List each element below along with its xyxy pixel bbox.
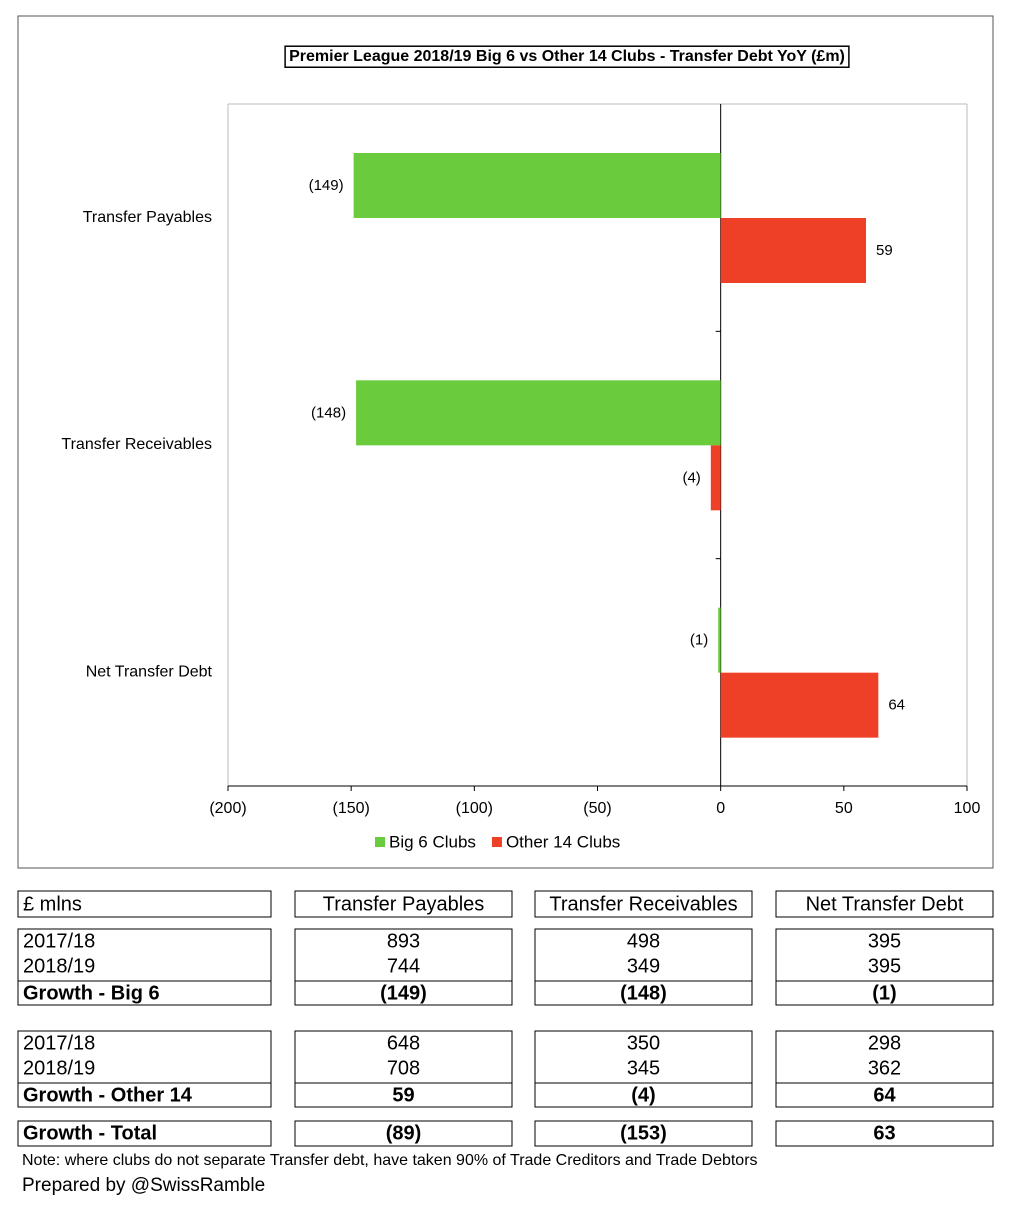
table-cell: 349 [627, 955, 660, 977]
table-cell: 2018/19 [23, 1057, 95, 1079]
note: Note: where clubs do not separate Transf… [22, 1152, 758, 1169]
table-cell: 345 [627, 1057, 660, 1079]
bar [718, 607, 721, 673]
table-box [17, 1120, 272, 1147]
table-cell: 744 [387, 955, 420, 977]
legend-label: Other 14 Clubs [506, 832, 620, 851]
table-cell: 2017/18 [23, 930, 95, 952]
y-tick-label: Transfer Receivables [61, 436, 212, 453]
table-header: Transfer Payables [323, 893, 485, 915]
bar [353, 153, 721, 218]
table-cell: 298 [868, 1032, 901, 1054]
title-box [284, 45, 850, 68]
table-cell: 395 [868, 930, 901, 952]
x-tick-label: (200) [209, 800, 246, 817]
table-cell: 59 [392, 1084, 414, 1106]
table-cell: 395 [868, 955, 901, 977]
table-cell: 350 [627, 1032, 660, 1054]
x-tick-label: 100 [954, 800, 981, 817]
table-cell: 893 [387, 930, 420, 952]
table-header: Transfer Receivables [549, 893, 737, 915]
table-cell: (148) [620, 982, 667, 1004]
credit: Prepared by @SwissRamble [22, 1175, 265, 1196]
table-box [775, 1120, 994, 1147]
table-cell: (1) [872, 982, 896, 1004]
table-box [294, 890, 513, 918]
value-label: (4) [682, 469, 700, 486]
x-tick-label: 50 [835, 800, 853, 817]
table-cell: (149) [380, 982, 427, 1004]
table-header: £ mlns [23, 893, 82, 915]
y-tick-label: Transfer Payables [83, 209, 212, 226]
table-box [534, 928, 753, 1006]
chart-title: Premier League 2018/19 Big 6 vs Other 14… [289, 48, 845, 65]
value-label: 59 [876, 242, 893, 259]
table-cell: 2018/19 [23, 955, 95, 977]
bar [720, 672, 879, 738]
table-cell: Growth - Other 14 [23, 1084, 193, 1106]
legend-swatch [375, 837, 385, 847]
bar [720, 218, 867, 283]
value-label: (1) [690, 632, 708, 649]
value-label: 64 [888, 697, 905, 714]
x-tick-label: 0 [716, 800, 725, 817]
x-tick-label: (100) [456, 800, 493, 817]
table-cell: (153) [620, 1122, 667, 1144]
table-box [294, 928, 513, 1006]
table-cell: 498 [627, 930, 660, 952]
table-box [534, 1120, 753, 1147]
legend-label: Big 6 Clubs [389, 832, 476, 851]
legend-swatch [491, 837, 502, 847]
table-header: Net Transfer Debt [806, 893, 964, 915]
table-cell: 2017/18 [23, 1032, 95, 1054]
table-cell: 63 [873, 1122, 895, 1144]
table-box [775, 928, 994, 1006]
table-box [534, 1030, 753, 1108]
x-tick-label: (150) [332, 800, 369, 817]
table-cell: 648 [387, 1032, 420, 1054]
table-cell: (4) [631, 1084, 655, 1106]
value-label: (149) [309, 177, 344, 194]
table-box [775, 890, 994, 918]
value-label: (148) [311, 404, 346, 421]
bar [710, 445, 721, 511]
x-tick-label: (50) [583, 800, 611, 817]
table-cell: Growth - Total [23, 1122, 157, 1144]
table-box [534, 890, 753, 918]
table-cell: (89) [386, 1122, 422, 1144]
table-box [294, 1120, 513, 1147]
table-cell: 362 [868, 1057, 901, 1079]
table-cell: Growth - Big 6 [23, 982, 160, 1004]
table-box [17, 928, 272, 1006]
table-box [294, 1030, 513, 1108]
table-box [17, 1030, 272, 1108]
bar [356, 380, 721, 446]
table-cell: 708 [387, 1057, 420, 1079]
table-box [775, 1030, 994, 1108]
y-tick-label: Net Transfer Debt [86, 664, 213, 681]
chart-frame [17, 15, 994, 869]
table-cell: 64 [873, 1084, 896, 1106]
table-box [17, 890, 272, 918]
